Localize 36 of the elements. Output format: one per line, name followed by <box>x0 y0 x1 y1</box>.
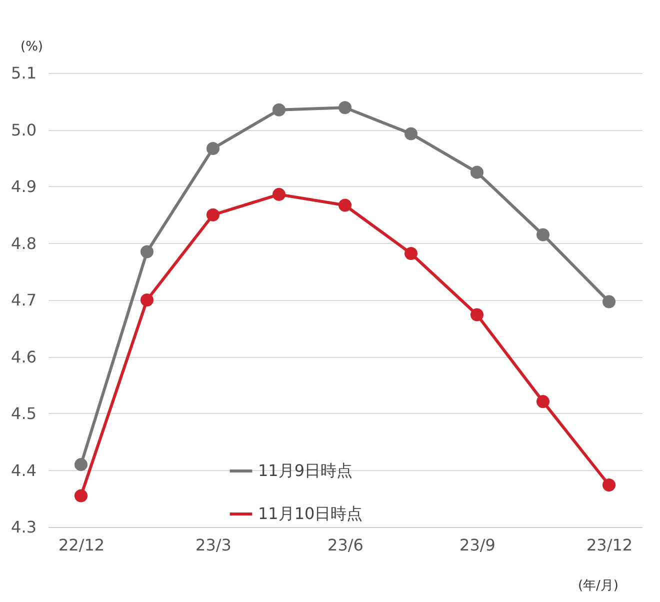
x-tick-label: 23/9 <box>460 536 496 554</box>
point <box>206 208 220 222</box>
point <box>140 245 154 258</box>
y-tick-label: 5.0 <box>11 120 36 140</box>
point <box>536 228 550 242</box>
x-tick-label: 22/12 <box>58 536 105 554</box>
point <box>206 142 220 155</box>
point <box>74 489 88 502</box>
point <box>272 103 286 116</box>
y-tick-label: 4.8 <box>11 234 36 253</box>
y-tick-label: 4.3 <box>11 518 36 536</box>
y-tick-label: 4.4 <box>11 460 36 480</box>
point <box>338 198 352 212</box>
point <box>74 458 88 472</box>
y-axis-title: (%) <box>20 40 43 54</box>
point <box>272 188 286 201</box>
point <box>404 246 418 260</box>
y-tick-label: 4.7 <box>11 290 36 310</box>
point <box>602 295 616 308</box>
x-tick-label: 23/6 <box>328 536 364 554</box>
x-tick-label: 23/12 <box>586 536 633 554</box>
y-tick-label: 4.5 <box>11 404 36 423</box>
point <box>404 127 418 140</box>
y-tick-label: 5.1 <box>11 64 36 82</box>
point <box>470 166 484 179</box>
x-axis-title: (年/月) <box>578 578 618 594</box>
legend-label: 11月9日時点 <box>258 461 353 480</box>
point <box>140 293 154 307</box>
y-tick-label: 4.6 <box>11 347 36 366</box>
y-tick-label: 4.9 <box>11 177 36 196</box>
x-tick-label: 23/3 <box>196 536 232 554</box>
point <box>338 101 352 114</box>
legend-label: 11月10日時点 <box>258 504 363 523</box>
point <box>470 308 484 322</box>
point <box>602 478 616 492</box>
point <box>536 395 550 408</box>
